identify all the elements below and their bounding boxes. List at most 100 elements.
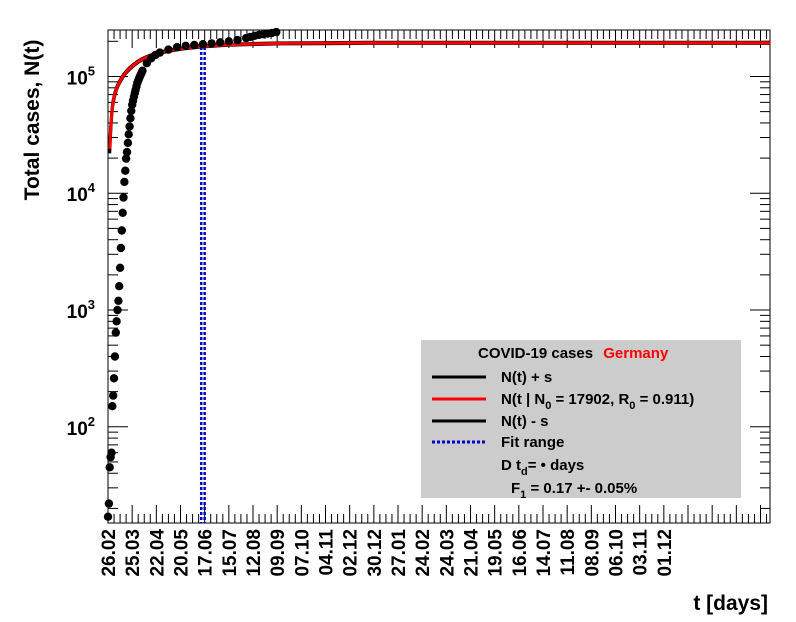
x-tick-label: 20.05 bbox=[172, 529, 193, 577]
x-tick-label: 08.09 bbox=[582, 529, 603, 577]
data-point bbox=[126, 114, 135, 123]
data-point bbox=[118, 208, 127, 217]
x-tick-label: 12.08 bbox=[244, 529, 265, 577]
data-point bbox=[121, 154, 131, 163]
x-tick-label: 16.06 bbox=[510, 529, 531, 577]
x-tick-label: 02.12 bbox=[341, 529, 362, 577]
y-tick-label: 103 bbox=[67, 297, 95, 323]
data-point bbox=[216, 38, 225, 47]
x-tick-label: 17.06 bbox=[196, 529, 217, 577]
legend-title-country: Germany bbox=[603, 345, 669, 362]
x-tick-label: 26.02 bbox=[99, 529, 120, 577]
legend-f1-part-1: F bbox=[511, 480, 520, 497]
data-point bbox=[190, 40, 199, 50]
data-point bbox=[124, 130, 133, 139]
x-tick-label: 11.08 bbox=[558, 529, 579, 576]
x-tick-label: 24.03 bbox=[437, 529, 458, 577]
data-point bbox=[119, 193, 128, 202]
x-tick-label: 24.02 bbox=[413, 529, 434, 577]
x-tick-label: 09.09 bbox=[268, 529, 289, 577]
legend-td-part-1: D t bbox=[501, 457, 521, 474]
data-point bbox=[115, 263, 125, 272]
plot-border bbox=[107, 29, 771, 524]
legend-background bbox=[421, 340, 741, 498]
legend-title: COVID-19 cases Germany bbox=[478, 345, 669, 362]
data-point bbox=[181, 41, 190, 50]
legend-central-part-2: = 17902, R bbox=[551, 391, 629, 408]
lower-sigma-curve bbox=[108, 41, 770, 154]
upper-sigma-curve bbox=[108, 40, 770, 145]
x-tick-label: 22.04 bbox=[147, 529, 168, 577]
x-tick-label: 07.10 bbox=[292, 529, 313, 577]
data-point bbox=[104, 499, 114, 508]
y-tick-exponent: 5 bbox=[88, 63, 95, 78]
x-tick-label: 19.05 bbox=[486, 529, 507, 577]
legend-doubling-time: D td= • days bbox=[501, 457, 584, 478]
y-axis-title: Total cases, N(t) bbox=[21, 40, 44, 201]
fit-range-lines bbox=[199, 42, 206, 523]
legend-central-label: N(t | N0 = 17902, R0 = 0.911) bbox=[501, 391, 694, 412]
y-tick-base: 10 bbox=[67, 302, 88, 323]
x-tick-label: 03.11 bbox=[631, 529, 652, 576]
x-axis-title: t [days] bbox=[693, 592, 768, 615]
data-point bbox=[113, 305, 122, 315]
legend-f1-part-2: = 0.17 +- 0.05% bbox=[526, 480, 637, 497]
data-point bbox=[155, 48, 164, 57]
legend: COVID-19 cases Germany N(t) + s N(t | N 0… bbox=[421, 340, 741, 501]
x-tick-label: 15.07 bbox=[220, 529, 241, 577]
data-point bbox=[110, 352, 120, 361]
data-point bbox=[115, 282, 124, 291]
y-tick-label: 104 bbox=[67, 180, 96, 206]
data-point bbox=[117, 226, 127, 235]
legend-td-sub: d bbox=[521, 466, 528, 478]
data-point bbox=[198, 40, 208, 49]
y-tick-base: 10 bbox=[67, 185, 88, 206]
y-tick-exponent: 2 bbox=[88, 414, 95, 429]
x-tick-label: 06.10 bbox=[607, 529, 628, 577]
x-tick-label: 21.04 bbox=[462, 529, 483, 577]
legend-central-part-3: = 0.911) bbox=[635, 391, 694, 408]
x-tick-label: 27.01 bbox=[389, 529, 410, 577]
legend-fit-label: Fit range bbox=[501, 434, 564, 451]
data-point bbox=[125, 122, 134, 131]
data-point bbox=[107, 448, 116, 457]
data-point bbox=[233, 35, 242, 45]
y-tick-label: 102 bbox=[67, 414, 95, 440]
data-point bbox=[103, 512, 113, 521]
data-point bbox=[172, 43, 182, 52]
legend-td-part-2: = • days bbox=[528, 457, 585, 474]
legend-f1-sub: 1 bbox=[520, 489, 526, 501]
central-fit-curve bbox=[108, 41, 770, 149]
data-point bbox=[138, 66, 147, 75]
x-tick-label: 04.11 bbox=[317, 529, 338, 576]
data-point bbox=[112, 317, 121, 326]
x-tick-label: 01.12 bbox=[655, 529, 676, 577]
x-tick-label: 30.12 bbox=[365, 529, 386, 577]
data-point bbox=[121, 166, 130, 175]
y-tick-exponent: 3 bbox=[88, 297, 95, 312]
data-point bbox=[105, 463, 114, 472]
y-tick-exponent: 4 bbox=[88, 180, 96, 195]
legend-central-part-1: N(t | N bbox=[501, 391, 545, 408]
y-tick-base: 10 bbox=[67, 419, 88, 440]
data-point bbox=[120, 177, 129, 187]
fit-curves bbox=[108, 40, 770, 154]
x-tick-labels: 26.02 25.03 22.04 20.05 17.06 15.07 12.08 09.09… bbox=[99, 529, 676, 577]
legend-title-prefix: COVID-19 cases bbox=[478, 345, 593, 362]
legend-central-sub-2: 0 bbox=[629, 400, 635, 412]
data-point bbox=[111, 328, 121, 337]
x-tick-label: 14.07 bbox=[534, 529, 555, 577]
data-point bbox=[123, 138, 133, 148]
data-point bbox=[109, 391, 118, 400]
legend-upper-label: N(t) + s bbox=[501, 369, 552, 386]
data-point bbox=[272, 27, 281, 37]
data-point bbox=[116, 243, 126, 253]
x-tick-label: 25.03 bbox=[123, 529, 144, 577]
data-point bbox=[122, 147, 132, 157]
legend-lower-label: N(t) - s bbox=[501, 413, 549, 430]
y-tick-base: 10 bbox=[67, 68, 88, 89]
plot-frame bbox=[107, 29, 771, 524]
legend-f1: F1 = 0.17 +- 0.05% bbox=[511, 480, 637, 501]
